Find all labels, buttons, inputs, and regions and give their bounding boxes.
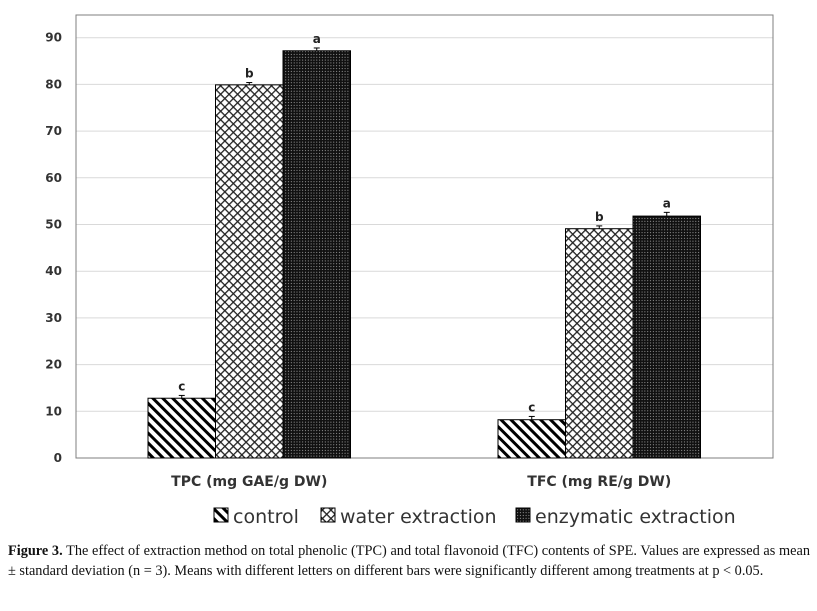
y-tick-label: 50 [45, 218, 62, 232]
x-category-label: TFC (mg RE/g DW) [527, 474, 671, 490]
plot-frame [75, 14, 774, 459]
significance-letter: c [178, 379, 185, 393]
legend-swatch [515, 507, 531, 523]
bar [497, 419, 566, 459]
y-tick-label: 90 [45, 31, 62, 45]
y-axis-tick-labels: 0 10 20 30 40 50 60 70 80 90 [45, 31, 62, 465]
bar [282, 50, 351, 459]
gridlines [76, 37, 773, 412]
legend-swatch [320, 507, 336, 523]
y-tick-label: 30 [45, 311, 62, 325]
y-tick-label: 70 [45, 124, 62, 138]
bar [565, 228, 634, 459]
bar [215, 84, 284, 459]
x-category-label: TPC (mg GAE/g DW) [171, 474, 327, 490]
caption-text: The effect of extraction method on total… [8, 543, 810, 579]
significance-letter: a [313, 32, 321, 46]
y-tick-label: 80 [45, 77, 62, 91]
legend: control water extraction enzymatic extract… [213, 506, 736, 528]
y-tick-label: 20 [45, 358, 62, 372]
bars: c b a c b a [147, 32, 701, 459]
y-tick-label: 40 [45, 264, 62, 278]
caption-label: Figure 3. [8, 543, 63, 559]
legend-swatch [213, 507, 229, 523]
x-axis-category-labels: TPC (mg GAE/g DW) TFC (mg RE/g DW) [171, 474, 671, 490]
significance-letter: c [528, 400, 535, 414]
bar-chart: 0 10 20 30 40 50 60 70 80 90 c b a c b a TPC (mg GAE/g… [45, 14, 774, 528]
y-tick-label: 0 [54, 451, 62, 465]
legend-label: enzymatic extraction [535, 506, 736, 528]
y-tick-label: 60 [45, 171, 62, 185]
bar [632, 215, 701, 459]
bar [147, 397, 216, 459]
significance-letter: a [663, 196, 671, 210]
legend-label: water extraction [340, 506, 497, 528]
significance-letter: b [245, 67, 254, 81]
figure-caption: Figure 3. The effect of extraction metho… [8, 542, 810, 581]
legend-label: control [233, 506, 299, 528]
y-tick-label: 10 [45, 404, 62, 418]
chart-svg: 0 10 20 30 40 50 60 70 80 90 c b a c b a TPC (mg GAE/g… [45, 14, 774, 528]
significance-letter: b [595, 210, 604, 224]
